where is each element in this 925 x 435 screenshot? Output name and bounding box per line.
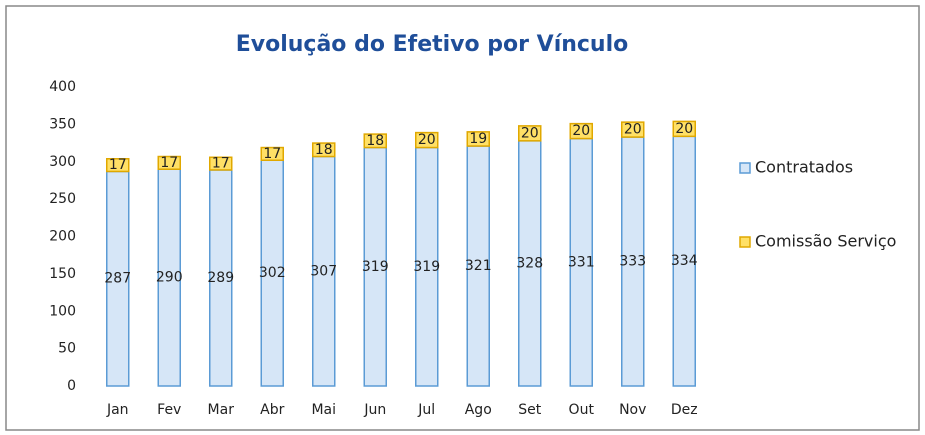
value-label: 289	[207, 270, 234, 286]
bar-segment	[569, 122, 593, 140]
value-label: 331	[568, 254, 595, 270]
value-label: 334	[671, 253, 698, 269]
x-tick-label: Ago	[465, 402, 492, 418]
x-tick-label: Mai	[311, 402, 336, 418]
bar-segment	[106, 158, 130, 173]
x-tick-label: Nov	[619, 402, 646, 418]
bar-segment	[466, 131, 490, 147]
legend: Contratados Comissão Serviço	[739, 158, 896, 251]
bar-segment	[260, 146, 284, 162]
y-tick-label: 100	[49, 303, 76, 319]
value-label: 20	[521, 125, 539, 141]
value-label: 328	[516, 255, 543, 271]
chart-frame	[5, 5, 920, 431]
value-label: 17	[109, 157, 127, 173]
chart-title: Evolução do Efetivo por Vínculo	[236, 32, 629, 57]
y-tick-label: 400	[49, 79, 76, 95]
bar-segment	[209, 156, 233, 171]
value-label: 319	[362, 259, 389, 275]
bar-segment	[157, 155, 181, 170]
y-tick-label: 150	[49, 266, 76, 282]
y-tick-label: 0	[67, 378, 76, 394]
x-tick-label: Set	[518, 402, 542, 418]
value-label: 18	[315, 142, 333, 158]
value-label: 287	[104, 271, 131, 287]
value-label: 20	[675, 121, 693, 137]
bar-segment	[518, 125, 542, 142]
value-label: 333	[619, 254, 646, 270]
x-tick-label: Out	[569, 402, 595, 418]
bar-segment	[312, 142, 336, 158]
value-label: 290	[156, 270, 183, 286]
x-tick-label: Jan	[106, 402, 129, 418]
legend-swatch	[739, 162, 751, 174]
value-label: 321	[465, 258, 492, 274]
value-label: 20	[624, 122, 642, 138]
x-tick-label: Fev	[157, 402, 181, 418]
value-label: 17	[160, 155, 178, 171]
bar-segment	[363, 133, 387, 149]
value-label: 19	[469, 131, 487, 147]
x-tick-label: Jul	[417, 402, 435, 418]
y-tick-label: 200	[49, 229, 76, 245]
bar-segment	[672, 120, 696, 138]
value-label: 17	[212, 156, 230, 172]
value-label: 302	[259, 265, 286, 281]
value-label: 20	[418, 132, 436, 148]
bar-segment	[621, 121, 645, 138]
legend-label: Comissão Serviço	[755, 232, 896, 251]
x-tick-label: Jun	[363, 402, 386, 418]
x-tick-label: Abr	[260, 402, 284, 418]
value-label: 17	[263, 146, 281, 162]
y-tick-label: 50	[58, 341, 76, 357]
legend-swatch	[739, 236, 751, 248]
x-tick-label: Mar	[208, 402, 235, 418]
value-label: 307	[310, 263, 337, 279]
value-label: 319	[413, 259, 440, 275]
value-label: 20	[572, 123, 590, 139]
bar-segment	[415, 131, 439, 149]
x-tick-label: Dez	[671, 402, 698, 418]
value-label: 18	[366, 133, 384, 149]
y-tick-label: 250	[49, 191, 76, 207]
legend-label: Contratados	[755, 158, 853, 177]
y-tick-label: 350	[49, 116, 76, 132]
y-tick-label: 300	[49, 154, 76, 170]
